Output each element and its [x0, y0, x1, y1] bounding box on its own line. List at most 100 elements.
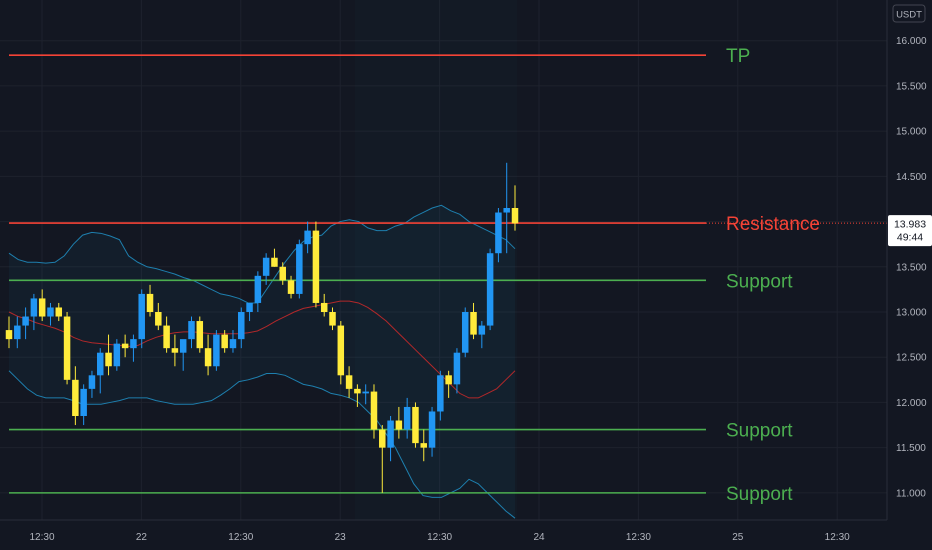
candle-body[interactable] [246, 302, 253, 312]
candle-body[interactable] [287, 280, 295, 294]
candle-body[interactable] [254, 275, 262, 303]
candle-body[interactable] [38, 298, 46, 317]
y-tick-label: 12.000 [896, 398, 927, 409]
candle-body[interactable] [80, 388, 87, 416]
candle-body[interactable] [72, 379, 79, 416]
x-tick-label: 12:30 [29, 532, 54, 543]
currency-badge[interactable]: USDT [892, 4, 926, 23]
y-tick-label: 13.000 [896, 308, 927, 319]
candle-body[interactable] [420, 443, 428, 448]
x-tick-label: 12:30 [228, 532, 253, 543]
candle-body[interactable] [179, 339, 187, 353]
candle-body[interactable] [495, 212, 502, 254]
level-labels: TP Resistance Support Support Support [726, 46, 820, 505]
candle-body[interactable] [155, 312, 162, 326]
candle-body[interactable] [296, 244, 303, 294]
candle-body[interactable] [229, 339, 237, 349]
candle-body[interactable] [138, 293, 145, 340]
candle-body[interactable] [163, 325, 170, 349]
candle-body[interactable] [30, 298, 38, 317]
candle-body[interactable] [188, 321, 195, 340]
level-label: Support [726, 271, 793, 292]
candle-body[interactable] [279, 266, 286, 281]
candle-body[interactable] [370, 391, 378, 430]
candle-body[interactable] [262, 257, 270, 276]
candle-body[interactable] [14, 325, 21, 340]
candle-body[interactable] [437, 375, 444, 412]
candle-body[interactable] [486, 253, 494, 326]
candle-body[interactable] [329, 312, 336, 326]
level-label: TP [726, 46, 750, 67]
candle-body[interactable] [146, 293, 154, 312]
x-tick-label: 22 [136, 532, 148, 543]
price-levels [9, 54, 887, 494]
candle-body[interactable] [238, 312, 245, 340]
candle-body[interactable] [478, 325, 486, 335]
y-tick-label: 15.000 [896, 127, 927, 138]
candle-body[interactable] [403, 406, 411, 430]
candle-body[interactable] [428, 411, 436, 448]
x-tick-label: 25 [732, 532, 744, 543]
level-label: Support [726, 484, 793, 505]
candle-body[interactable] [213, 334, 220, 367]
y-tick-label: 15.500 [896, 81, 927, 92]
level-label: Support [726, 421, 793, 442]
y-tick-label: 11.500 [896, 443, 926, 454]
candle-body[interactable] [130, 339, 137, 349]
candle-body[interactable] [5, 330, 13, 340]
currency-label: USDT [896, 10, 922, 21]
y-tick-label: 12.500 [896, 353, 927, 364]
candle-body[interactable] [354, 388, 361, 394]
candle-body[interactable] [171, 348, 179, 353]
time-axis[interactable]: 12:30 22 12:30 23 12:30 24 12:30 25 12:30 [0, 519, 887, 543]
candle-body[interactable] [105, 352, 112, 367]
level-label: Resistance [726, 214, 820, 235]
bar-countdown: 49:44 [897, 232, 923, 244]
candle-body[interactable] [320, 302, 328, 312]
y-tick-label: 11.000 [896, 488, 926, 499]
candle-body[interactable] [511, 208, 519, 224]
last-price-tag: 13.983 49:44 [888, 215, 932, 247]
x-tick-label: 12:30 [825, 532, 850, 543]
candle-body[interactable] [47, 307, 54, 317]
candle-body[interactable] [304, 230, 311, 245]
candle-body[interactable] [453, 352, 461, 385]
x-tick-label: 12:30 [427, 532, 452, 543]
y-tick-label: 16.000 [896, 36, 927, 47]
candle-body[interactable] [387, 420, 394, 448]
candle-body[interactable] [395, 420, 403, 430]
candle-body[interactable] [312, 230, 320, 303]
bollinger-upper [8, 204, 516, 304]
x-tick-label: 12:30 [626, 532, 651, 543]
candle-body[interactable] [362, 391, 369, 394]
candle-body[interactable] [55, 307, 63, 317]
candle-body[interactable] [121, 343, 129, 349]
candle-body[interactable] [22, 316, 29, 326]
x-tick-label: 23 [335, 532, 347, 543]
candle-body[interactable] [113, 343, 121, 367]
candle-body[interactable] [470, 312, 477, 335]
candle-body[interactable] [196, 321, 204, 349]
y-tick-label: 13.500 [896, 262, 927, 273]
candle-body[interactable] [204, 348, 212, 367]
candle-body[interactable] [337, 325, 345, 376]
candle-body[interactable] [96, 352, 104, 376]
x-tick-label: 24 [533, 532, 545, 543]
candle-body[interactable] [379, 429, 386, 448]
candles [5, 162, 519, 493]
bollinger-fill [9, 205, 515, 519]
candle-body[interactable] [461, 312, 469, 353]
bollinger-bands [8, 204, 516, 519]
candle-body[interactable] [412, 406, 419, 444]
candle-body[interactable] [271, 257, 278, 267]
candle-body[interactable] [88, 375, 96, 389]
candle-body[interactable] [445, 375, 452, 385]
candle-body[interactable] [345, 375, 353, 389]
candle-body[interactable] [63, 316, 71, 380]
bollinger-basis [8, 300, 516, 399]
candle-body[interactable] [503, 208, 510, 213]
candle-body[interactable] [221, 334, 228, 349]
